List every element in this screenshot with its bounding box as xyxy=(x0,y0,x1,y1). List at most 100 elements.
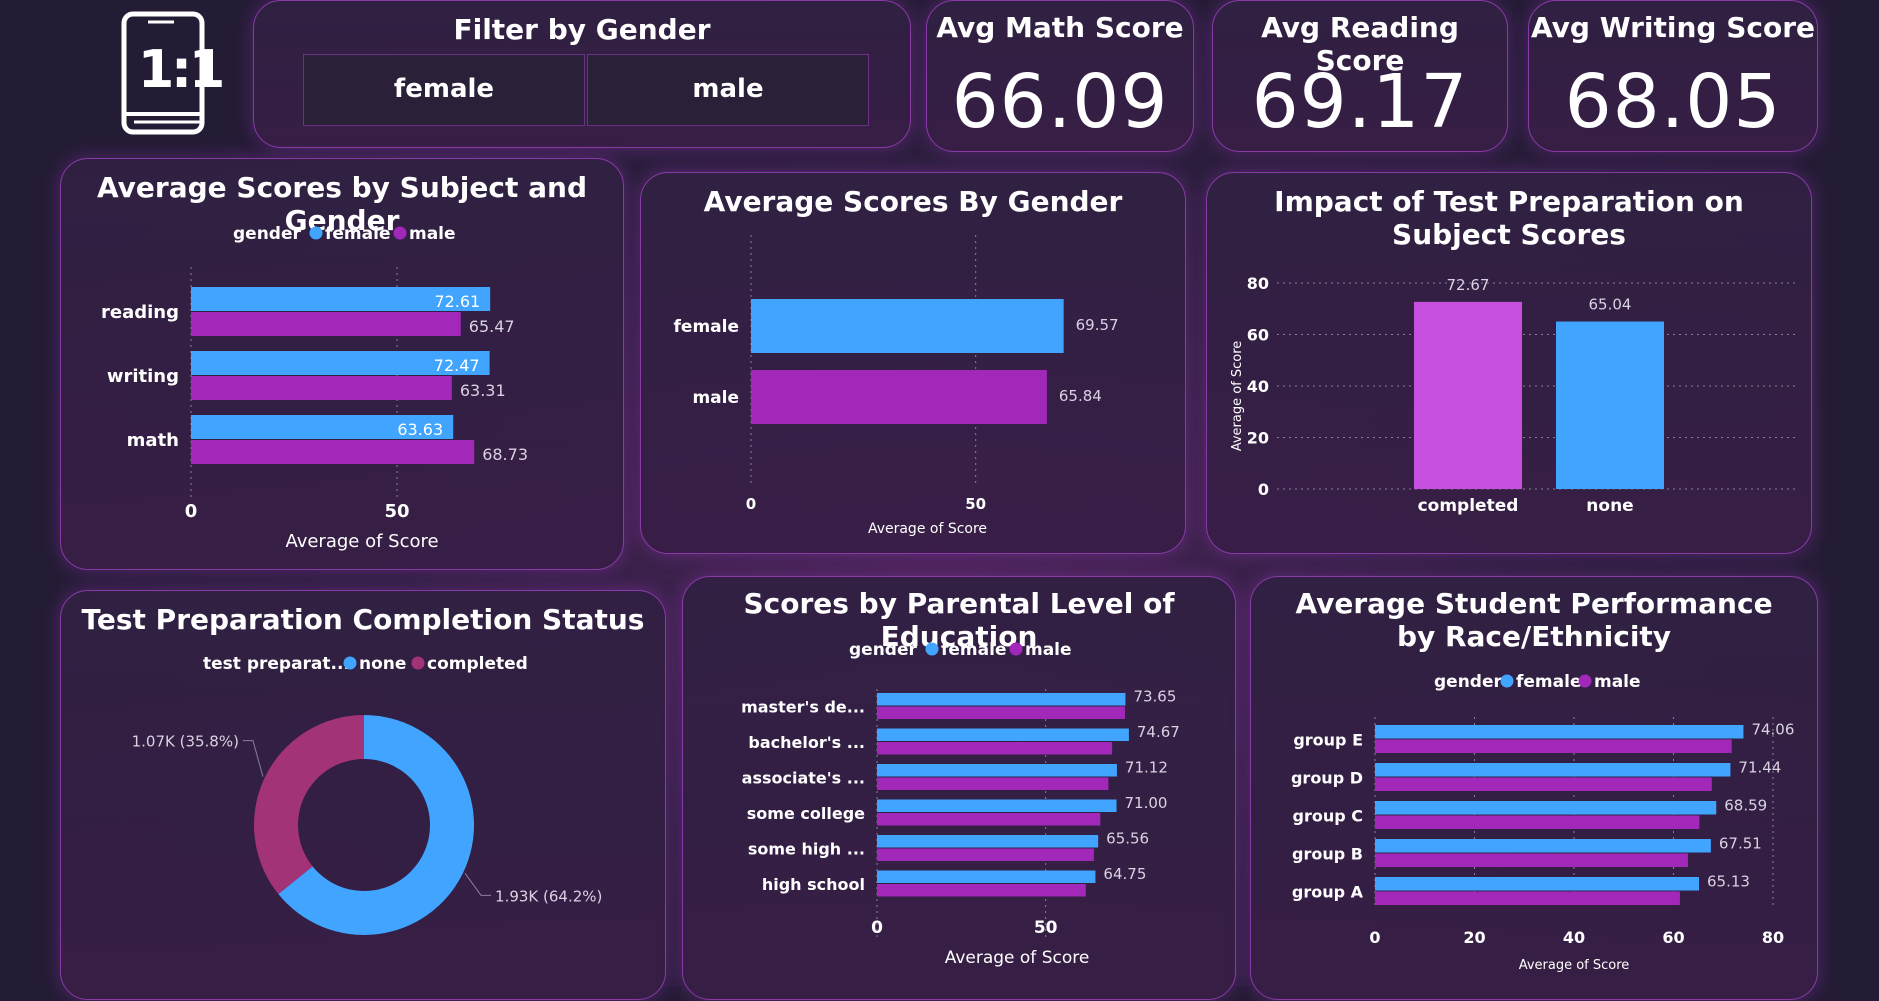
legend-marker-male xyxy=(1578,674,1592,688)
parent-edu-title: Scores by Parental Level of Education xyxy=(743,587,1175,653)
kpi-reading-title: Avg Reading Score xyxy=(1261,11,1459,77)
data-label: 65.84 xyxy=(1059,387,1102,405)
y-tick-label: 40 xyxy=(1247,377,1269,396)
category-label-some-college: some college xyxy=(747,804,865,823)
bar-female-some-high xyxy=(877,835,1099,848)
leader-line xyxy=(464,873,492,896)
x-axis-label: Average of Score xyxy=(945,948,1090,968)
data-label: 71.12 xyxy=(1125,759,1168,777)
bar-male-group-c xyxy=(1375,815,1700,829)
logo-text: 1:1 xyxy=(138,40,225,100)
legend-marker-female xyxy=(309,226,323,240)
bar-male-master-s-de xyxy=(877,706,1125,719)
prep-status-card: Test Preparation Completion Status test … xyxy=(60,590,666,1000)
category-label-completed: completed xyxy=(1418,496,1519,516)
bar-female-group-b xyxy=(1375,839,1711,853)
bar-female-associate-s xyxy=(877,764,1117,777)
kpi-reading-value: 69.17 xyxy=(1251,59,1469,145)
x-axis-label: Average of Score xyxy=(868,521,987,537)
legend-marker-female xyxy=(925,642,939,656)
category-label-female: female xyxy=(674,317,739,337)
parent-edu-card: Scores by Parental Level of Education ge… xyxy=(682,576,1236,1000)
subject-gender-chart: gender female male 0 50 Average of Score readi… xyxy=(101,224,528,552)
legend-label-completed: completed xyxy=(427,654,528,674)
data-label: 72.61 xyxy=(434,292,480,311)
filter-title: Filter by Gender xyxy=(453,13,711,46)
prep-status-title: Test Preparation Completion Status xyxy=(81,603,645,636)
y-axis-label: Average of Score xyxy=(1230,341,1245,452)
x-tick-label: 60 xyxy=(1662,928,1684,947)
test-prep-title: Impact of Test Preparation on Subject Sc… xyxy=(1274,185,1744,251)
subject-gender-card: Average Scores by Subject and Gender gen… xyxy=(60,158,624,570)
category-label-math: math xyxy=(127,430,179,451)
data-label: 74.06 xyxy=(1751,721,1794,739)
legend-label-female: female xyxy=(941,640,1006,660)
x-tick-label: 40 xyxy=(1563,928,1585,947)
x-tick-label: 50 xyxy=(384,501,409,522)
legend-title: gender xyxy=(849,640,918,660)
bar-male xyxy=(751,370,1047,424)
logo: 1:1 xyxy=(118,10,238,138)
kpi-math-title: Avg Math Score xyxy=(936,11,1184,44)
legend-label-male: male xyxy=(1594,672,1641,692)
x-tick-label: 0 xyxy=(185,501,198,522)
bar-male-group-a xyxy=(1375,891,1680,905)
bar-female-group-e xyxy=(1375,725,1744,739)
filter-option-female[interactable]: female xyxy=(303,54,585,126)
category-label-group-b: group B xyxy=(1292,845,1363,864)
legend-title: test preparat... xyxy=(203,654,350,674)
race-card: Average Student Performance by Race/Ethn… xyxy=(1250,576,1818,1000)
category-label-bachelor-s: bachelor's ... xyxy=(748,733,865,752)
data-label: 65.47 xyxy=(469,317,515,336)
y-tick-label: 80 xyxy=(1247,274,1269,293)
kpi-writing-value: 68.05 xyxy=(1564,59,1782,145)
bar-female-group-a xyxy=(1375,877,1700,891)
data-label: 73.65 xyxy=(1133,688,1176,706)
phone-one-to-one-icon xyxy=(121,11,205,135)
filter-option-male[interactable]: male xyxy=(587,54,869,126)
bar-female-math xyxy=(191,415,454,439)
bar-female-bachelor-s xyxy=(877,728,1129,741)
legend-label-male: male xyxy=(409,224,456,244)
kpi-math-value: 66.09 xyxy=(951,59,1169,145)
slice-label-none: 1.93K (64.2%) xyxy=(495,887,602,905)
legend-marker-male xyxy=(1009,642,1023,656)
x-tick-label: 80 xyxy=(1762,928,1784,947)
data-label: 72.47 xyxy=(434,356,480,375)
bar-female xyxy=(751,299,1064,353)
bar-male-some-high xyxy=(877,848,1094,861)
subject-gender-title: Average Scores by Subject and Gender xyxy=(97,171,587,237)
data-label: 72.67 xyxy=(1447,276,1490,294)
category-label-some-high: some high ... xyxy=(748,840,865,859)
x-axis-label: Average of Score xyxy=(285,531,438,552)
bar-female-reading xyxy=(191,287,491,311)
data-label: 68.59 xyxy=(1724,797,1767,815)
bar-completed xyxy=(1414,301,1522,489)
bar-male-math xyxy=(191,440,475,464)
bar-male-some-college xyxy=(877,813,1101,826)
y-tick-label: 0 xyxy=(1258,480,1269,499)
data-label: 71.44 xyxy=(1738,759,1781,777)
y-tick-label: 20 xyxy=(1247,429,1269,448)
slice-label-completed: 1.07K (35.8%) xyxy=(132,733,239,751)
slice-completed xyxy=(253,715,364,895)
bar-male-associate-s xyxy=(877,777,1109,790)
prep-status-chart: test preparat... none completed 1.93K (64.2… xyxy=(132,654,602,935)
legend-marker-completed xyxy=(411,656,425,670)
bar-male-group-b xyxy=(1375,853,1688,867)
legend-label-female: female xyxy=(1516,672,1581,692)
category-label-associate-s: associate's ... xyxy=(742,769,865,788)
y-tick-label: 60 xyxy=(1247,326,1269,345)
category-label-master-s-de: master's de... xyxy=(741,698,865,717)
parent-edu-chart: gender female male 0 50 Average of Score maste… xyxy=(741,640,1180,968)
x-tick-label: 50 xyxy=(1034,918,1058,938)
x-tick-label: 0 xyxy=(746,495,756,513)
bar-male-bachelor-s xyxy=(877,742,1113,755)
bar-male-reading xyxy=(191,312,461,336)
data-label: 69.57 xyxy=(1076,316,1119,334)
category-label-high-school: high school xyxy=(762,875,865,894)
data-label: 63.31 xyxy=(460,381,506,400)
bar-none xyxy=(1556,321,1664,489)
category-label-group-e: group E xyxy=(1293,731,1363,750)
kpi-writing-title: Avg Writing Score xyxy=(1530,11,1816,44)
